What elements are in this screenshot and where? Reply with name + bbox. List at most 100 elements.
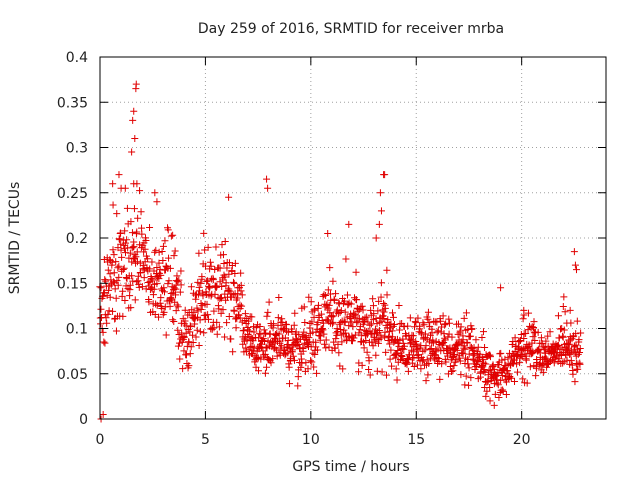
data-point [572, 266, 580, 274]
data-point [121, 297, 129, 305]
data-point [378, 368, 386, 376]
data-point [449, 367, 457, 375]
data-point [389, 333, 397, 341]
data-point [519, 315, 527, 323]
data-point [467, 374, 475, 382]
data-point [180, 347, 188, 355]
data-point [230, 307, 238, 315]
y-axis-label: SRMTID / TECUs [7, 182, 23, 295]
data-point [121, 184, 129, 192]
data-point [436, 375, 444, 383]
data-point [242, 344, 250, 352]
data-point [283, 341, 291, 349]
data-point [314, 301, 322, 309]
data-point [386, 340, 394, 348]
data-point [357, 331, 365, 339]
data-point [211, 290, 219, 298]
data-point [511, 334, 519, 342]
data-point [210, 307, 218, 315]
data-point [161, 237, 169, 245]
data-point [442, 320, 450, 328]
data-point [246, 327, 254, 335]
data-point [462, 372, 470, 380]
data-point [560, 326, 568, 334]
data-point [131, 134, 139, 142]
data-point [197, 279, 205, 287]
data-point [175, 276, 183, 284]
data-point [195, 341, 203, 349]
data-point [209, 276, 217, 284]
data-point [270, 320, 278, 328]
data-point [97, 284, 105, 292]
data-point [142, 236, 150, 244]
data-point [113, 277, 121, 285]
data-point [114, 264, 122, 272]
data-point [260, 326, 268, 334]
data-point [566, 306, 574, 314]
data-point [299, 344, 307, 352]
data-point [457, 323, 465, 331]
data-point [464, 360, 472, 368]
data-point [217, 294, 225, 302]
data-point [525, 344, 533, 352]
data-point [133, 258, 141, 266]
data-point [130, 205, 138, 213]
data-point [289, 352, 297, 360]
axis-ticks [99, 56, 606, 420]
data-point [324, 229, 332, 237]
data-point [466, 332, 474, 340]
data-point [177, 319, 185, 327]
data-point [412, 319, 420, 327]
data-point [413, 361, 421, 369]
data-point [169, 231, 177, 239]
data-point [424, 371, 432, 379]
data-point [393, 350, 401, 358]
data-point [389, 313, 397, 321]
data-point [375, 326, 383, 334]
data-point [207, 262, 215, 270]
y-tick-label: 0 [79, 412, 88, 428]
data-point [460, 342, 468, 350]
data-point [330, 296, 338, 304]
data-point [424, 308, 432, 316]
data-point [165, 254, 173, 262]
data-point [374, 339, 382, 347]
data-point [345, 220, 353, 228]
data-point [380, 308, 388, 316]
data-point [252, 324, 260, 332]
data-point [377, 334, 385, 342]
x-tick-label: 15 [407, 432, 425, 448]
data-point [325, 343, 333, 351]
data-point [149, 291, 157, 299]
y-tick-label: 0.35 [57, 95, 88, 111]
data-point [311, 305, 319, 313]
data-point [187, 343, 195, 351]
data-point [290, 356, 298, 364]
data-point [173, 272, 181, 280]
data-point [441, 321, 449, 329]
data-point [486, 384, 494, 392]
data-point [375, 297, 383, 305]
data-point [227, 335, 235, 343]
data-point [229, 291, 237, 299]
data-point [174, 326, 182, 334]
data-point [266, 330, 274, 338]
data-point [120, 264, 128, 272]
data-point [399, 335, 407, 343]
data-point [370, 310, 378, 318]
data-point [456, 357, 464, 365]
data-point [213, 330, 221, 338]
data-point [195, 249, 203, 257]
data-point [369, 295, 377, 303]
data-point [274, 321, 282, 329]
data-point [218, 241, 226, 249]
data-point [535, 360, 543, 368]
data-point [499, 386, 507, 394]
data-point [312, 328, 320, 336]
data-point [275, 330, 283, 338]
data-point [506, 373, 514, 381]
data-point [133, 228, 141, 236]
data-point [381, 301, 389, 309]
data-point [320, 340, 328, 348]
data-point [365, 365, 373, 373]
